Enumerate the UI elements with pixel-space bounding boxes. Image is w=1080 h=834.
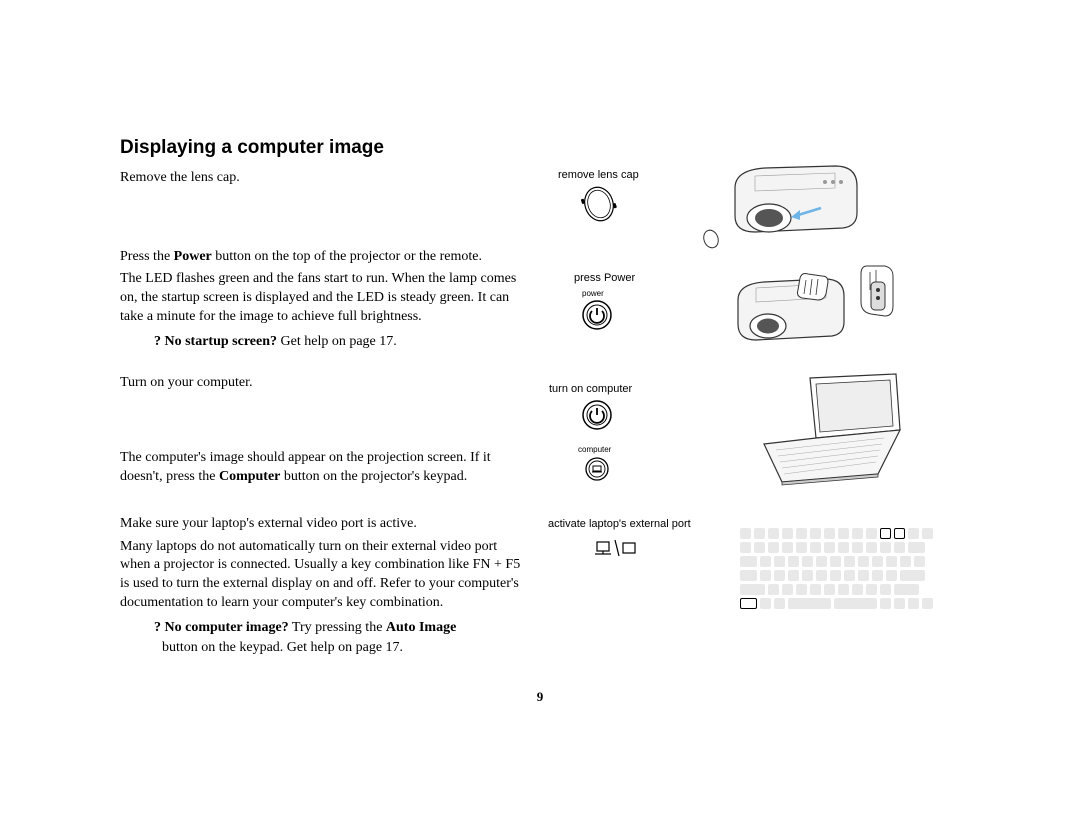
page-number: 9 <box>537 688 544 706</box>
label-computer: computer <box>578 445 611 456</box>
step-external-port: Make sure your laptop's external video p… <box>120 515 530 534</box>
step-computer-button: The computer's image should appear on th… <box>120 449 530 487</box>
caption-remove-lens-cap: remove lens cap <box>558 168 639 183</box>
step-turn-on-computer: Turn on your computer. <box>120 374 530 393</box>
caption-press-power: press Power <box>574 271 635 286</box>
power-button-icon <box>580 298 614 332</box>
fn-display-icon <box>595 538 637 560</box>
remote-icon <box>857 262 899 322</box>
projector-icon <box>725 158 865 243</box>
projector-press-icon <box>730 272 850 350</box>
lens-cap-icon <box>574 184 624 239</box>
step-remove-cap: Remove the lens cap. <box>120 169 530 188</box>
step-press-power: Press the Power button on the top of the… <box>120 248 530 267</box>
page-title: Displaying a computer image <box>120 135 960 161</box>
instructions-column: Remove the lens cap. Press the Power but… <box>120 169 530 658</box>
help-no-image: ? No computer image? Try pressing the Au… <box>162 619 530 638</box>
external-port-description: Many laptops do not automatically turn o… <box>120 538 530 614</box>
computer-button-icon <box>584 456 610 482</box>
keyboard-icon <box>740 528 933 609</box>
help-no-startup: ? No startup screen? Get help on page 17… <box>162 333 530 352</box>
laptop-icon <box>758 372 908 487</box>
led-description: The LED flashes green and the fans start… <box>120 270 530 327</box>
caption-turn-on-computer: turn on computer <box>549 382 632 397</box>
help-no-image-cont: button on the keypad. Get help on page 1… <box>162 639 530 658</box>
caption-activate-external: activate laptop's external port <box>548 517 691 532</box>
computer-power-icon <box>580 398 614 432</box>
small-lens-cap-icon <box>700 228 722 250</box>
